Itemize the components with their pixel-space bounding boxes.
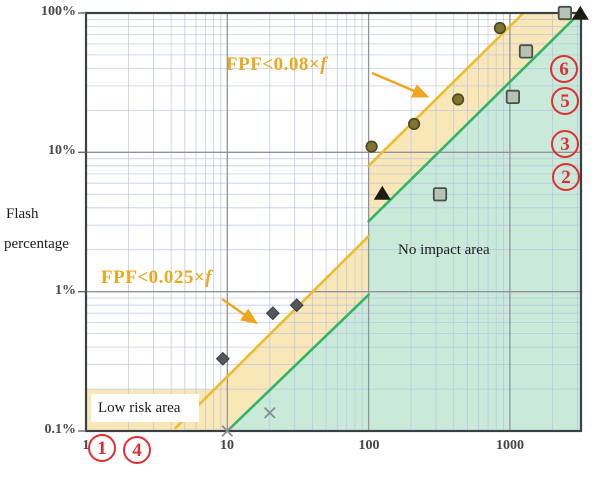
fpf-low-threshold-label: FPF<0.025×f: [101, 267, 212, 289]
line-fpf-low-limit: [174, 234, 370, 430]
point-diamonds: [215, 351, 230, 366]
point-squares: [432, 187, 448, 202]
gridlines: [86, 13, 581, 431]
point-circles: [365, 140, 378, 153]
callout-6: 6: [550, 55, 578, 83]
fpf-low-threshold-text: FPF<0.025×: [101, 267, 206, 288]
line-fpf-high-limit: [367, 13, 526, 168]
fpf-high-arrow: [371, 71, 430, 98]
callout-4: 4: [123, 436, 151, 464]
fpf-low-threshold-variable: f: [205, 267, 213, 288]
y-axis-ticks: [78, 12, 86, 432]
boundary-lines: [174, 13, 581, 431]
fpf-high-threshold-variable: f: [320, 54, 328, 75]
shaded-regions: [86, 13, 581, 431]
annotation-arrows: [221, 71, 430, 325]
region-low-risk-and-threshold-band: [86, 13, 581, 431]
y-tick-label-1pct: 1%: [55, 283, 76, 298]
low-risk-area-label: Low risk area: [98, 399, 181, 416]
line-no-impact-upper: [367, 13, 581, 223]
x-tick-label-100: 100: [358, 438, 380, 453]
callout-3: 3: [551, 130, 579, 158]
y-axis-title-line-2: percentage: [4, 236, 69, 252]
fpf-high-threshold-label: FPF<0.08×f: [226, 54, 327, 76]
point-squares: [505, 89, 521, 104]
x-tick-label-10: 10: [220, 438, 234, 453]
point-crosses: [221, 425, 234, 437]
fpf-high-threshold-text: FPF<0.08×: [226, 54, 321, 75]
callout-1: 1: [88, 434, 116, 462]
point-diamonds: [265, 306, 280, 321]
plot-border: [84, 11, 583, 433]
point-squares: [557, 5, 573, 21]
callout-5: 5: [551, 87, 579, 115]
y-tick-label-10pct: 10%: [48, 143, 76, 158]
point-triangles: [373, 185, 391, 200]
point-circles: [408, 117, 421, 130]
y-axis-title-line-1: Flash: [6, 206, 39, 222]
line-no-impact-lower: [226, 293, 370, 431]
x-tick-label-1: 1: [82, 438, 90, 453]
y-tick-label-100pct: 100%: [41, 4, 76, 19]
low-risk-area-label-box: Low risk area: [91, 394, 199, 422]
no-impact-area-label: No impact area: [398, 242, 490, 258]
point-squares: [518, 44, 534, 59]
y-tick-label-0.1pct: 0.1%: [44, 422, 77, 437]
point-triangles: [571, 5, 589, 20]
data-points: [215, 5, 589, 437]
callout-2: 2: [552, 163, 580, 191]
point-circles: [493, 21, 507, 35]
x-tick-label-1000: 1000: [496, 438, 524, 453]
point-diamonds: [289, 298, 304, 313]
point-crosses: [263, 406, 276, 419]
fpf-low-arrow: [221, 298, 258, 325]
point-circles: [452, 93, 465, 106]
region-no-impact-area: [227, 13, 581, 431]
